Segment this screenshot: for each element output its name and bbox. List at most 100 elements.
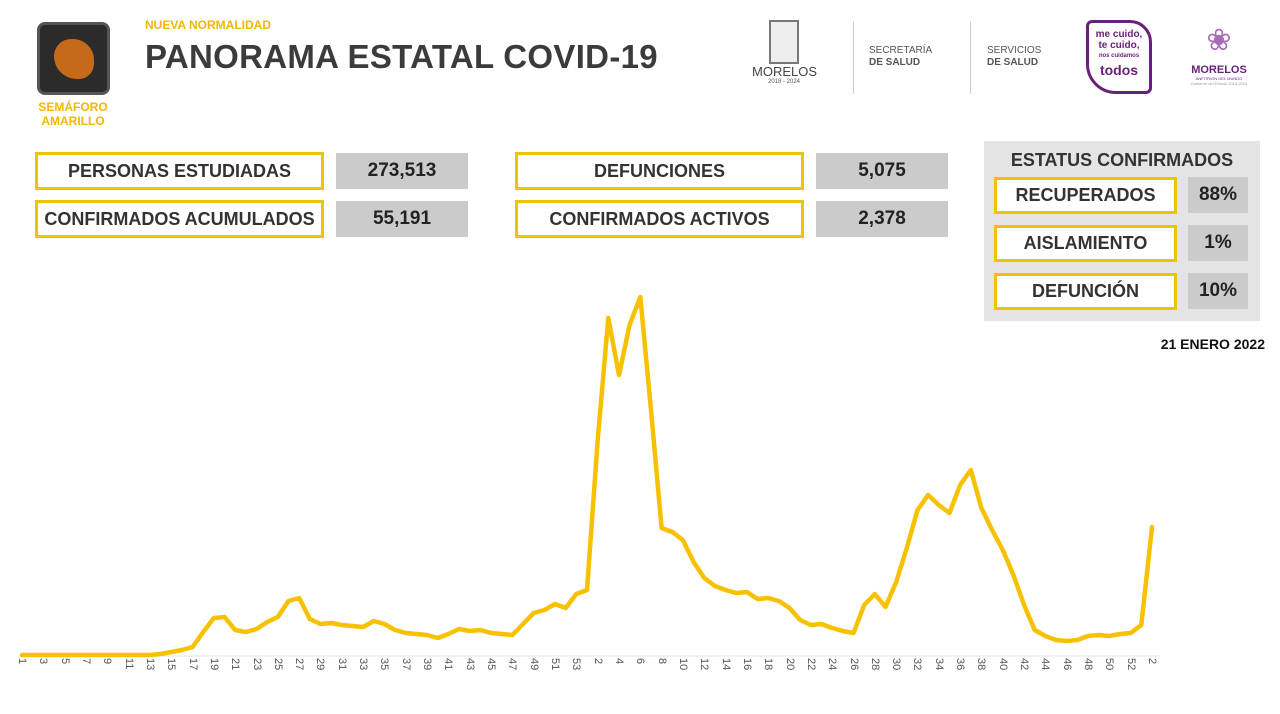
stat-value-personas: 273,513	[336, 153, 468, 189]
x-tick-label: 22	[804, 658, 817, 671]
x-tick-label: 31	[335, 658, 348, 671]
x-tick-label: 15	[165, 658, 178, 671]
x-tick-label: 40	[996, 658, 1009, 671]
coat-of-arms-icon	[769, 20, 799, 64]
status-label-aislamiento: AISLAMIENTO	[994, 225, 1177, 262]
stat-value-confirmados: 55,191	[336, 201, 468, 237]
lotus-icon: ❀	[1206, 24, 1232, 57]
semaforo-label: SEMÁFORO AMARILLO	[28, 100, 118, 128]
status-value-recuperados: 88%	[1188, 177, 1248, 213]
x-tick-label: 1	[16, 658, 28, 665]
x-tick-label: 17	[186, 658, 199, 671]
morelos-text: MORELOS	[752, 64, 818, 79]
morelos-years: 2018 - 2024	[767, 79, 801, 85]
x-tick-label: 30	[890, 658, 903, 671]
servicios-logo: SERVICIOS DE SALUD	[987, 45, 1041, 69]
status-value-aislamiento: 1%	[1188, 225, 1248, 261]
gobierno-logo: ❀ MORELOS ANFITRIÓN DEL MUNDO Gobierno d…	[1186, 18, 1252, 86]
series-line-casos	[19, 294, 1155, 658]
x-tick-label: 5	[58, 658, 71, 665]
x-tick-label: 43	[463, 658, 476, 671]
stat-label-personas: PERSONAS ESTUDIADAS	[35, 152, 324, 190]
x-tick-label: 18	[762, 658, 775, 671]
x-tick-label: 51	[549, 658, 562, 671]
gob-text: MORELOS	[1191, 64, 1247, 76]
campaign-logo: me cuido, te cuido, nos cuidamos todos	[1086, 20, 1152, 94]
x-tick-label: 10	[676, 658, 689, 671]
divider	[853, 22, 854, 94]
x-tick-label: 47	[506, 658, 519, 671]
x-tick-label: 45	[485, 658, 498, 671]
x-tick-label: 39	[421, 658, 434, 671]
x-tick-label: 24	[826, 658, 839, 671]
status-title: ESTATUS CONFIRMADOS	[1010, 150, 1234, 170]
x-tick-label: 29	[314, 658, 327, 671]
x-tick-label: 21	[229, 658, 242, 671]
x-tick-label: 11	[122, 658, 135, 670]
x-tick-label: 26	[847, 658, 860, 671]
stat-label-activos: CONFIRMADOS ACTIVOS	[515, 200, 804, 238]
x-tick-label: 4	[612, 658, 625, 665]
gob-sub: ANFITRIÓN DEL MUNDO	[1195, 76, 1243, 81]
status-label-recuperados: RECUPERADOS	[994, 177, 1177, 214]
x-tick-label: 46	[1060, 658, 1073, 671]
report-date: 21 ENERO 2022	[1160, 336, 1265, 352]
x-tick-label: 19	[207, 658, 220, 671]
divider	[970, 22, 971, 94]
x-tick-label: 38	[975, 658, 988, 671]
page-title: PANORAMA ESTATAL COVID-19	[145, 38, 658, 75]
x-tick-label: 9	[101, 658, 114, 665]
x-tick-label: 23	[250, 658, 263, 671]
x-tick-label: 14	[719, 658, 732, 671]
campaign-line4: todos	[1099, 62, 1139, 78]
x-tick-label: 7	[79, 658, 92, 665]
x-tick-label: 44	[1039, 658, 1052, 671]
x-tick-label: 49	[527, 658, 540, 671]
x-tick-label: 36	[954, 658, 967, 671]
morelos-logo: MORELOS 2018 - 2024	[752, 20, 818, 85]
x-tick-label: 53	[570, 658, 583, 671]
x-tick-label: 34	[932, 658, 945, 671]
x-tick-label: 20	[783, 658, 796, 671]
campaign-line1: me cuido,	[1095, 29, 1143, 40]
x-tick-label: 42	[1018, 658, 1031, 671]
status-value-defuncion: 10%	[1188, 273, 1248, 309]
secretaria-logo: SECRETARÍA DE SALUD	[869, 45, 932, 69]
secretaria-line2: DE SALUD	[869, 57, 921, 68]
stat-value-defunciones: 5,075	[816, 153, 948, 189]
x-tick-label: 6	[634, 658, 647, 665]
x-tick-label: 41	[442, 658, 455, 671]
x-tick-label: 3	[37, 658, 50, 665]
stat-value-activos: 2,378	[816, 201, 948, 237]
x-tick-label: 2	[591, 658, 604, 665]
campaign-line2: te cuido,	[1098, 40, 1140, 51]
semaforo-line2: AMARILLO	[41, 114, 105, 128]
campaign-line3: nos cuidamos	[1098, 53, 1140, 59]
semaforo-line1: SEMÁFORO	[38, 100, 108, 114]
x-tick-label: 12	[698, 658, 711, 671]
x-tick-label: 32	[911, 658, 924, 671]
x-tick-label: 28	[868, 658, 881, 671]
x-tick-label: 52	[1124, 658, 1137, 671]
semaforo-icon	[37, 22, 110, 95]
x-tick-label: 16	[740, 658, 753, 671]
servicios-line1: SERVICIOS	[987, 45, 1042, 56]
x-tick-label: 25	[271, 658, 284, 671]
x-tick-label: 37	[399, 658, 412, 671]
status-label-defuncion: DEFUNCIÓN	[994, 273, 1177, 310]
stat-label-confirmados: CONFIRMADOS ACUMULADOS	[35, 200, 324, 238]
header-tag: NUEVA NORMALIDAD	[145, 18, 271, 32]
x-tick-label: 13	[143, 658, 156, 671]
x-tick-label: 33	[357, 658, 370, 671]
x-tick-label: 27	[293, 658, 306, 671]
x-tick-label: 8	[655, 658, 668, 665]
x-tick-label: 50	[1103, 658, 1116, 671]
secretaria-line1: SECRETARÍA	[869, 45, 933, 56]
stat-label-defunciones: DEFUNCIONES	[515, 152, 804, 190]
servicios-line2: DE SALUD	[987, 57, 1039, 68]
x-tick-label: 2	[1146, 658, 1158, 665]
x-tick-label: 48	[1082, 658, 1095, 671]
x-tick-label: 35	[378, 658, 391, 671]
gob-sub2: Gobierno del Estado 2018-2024	[1190, 81, 1248, 86]
